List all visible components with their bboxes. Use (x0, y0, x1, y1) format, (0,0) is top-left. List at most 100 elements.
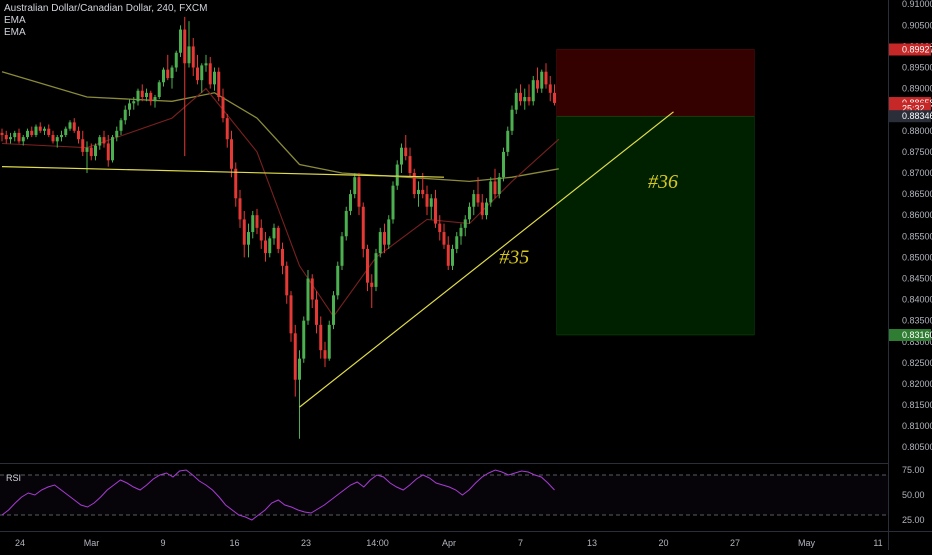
price-tick-label: 0.84000 (902, 295, 932, 305)
candle-body (497, 177, 501, 195)
candle-body (247, 232, 250, 245)
rsi-band (0, 475, 888, 515)
candle-body (361, 206, 365, 249)
candle-body (123, 109, 127, 121)
candle-body (166, 69, 170, 79)
candle-body (17, 132, 21, 142)
candle-body (544, 71, 548, 85)
candle-body (170, 67, 174, 79)
rsi-tick-label: 50.00 (902, 490, 925, 500)
candle-body (281, 248, 284, 266)
candle-body (412, 172, 416, 195)
time-tick-label: 24 (15, 538, 25, 548)
candle-body (531, 80, 535, 102)
price-tag-box (889, 110, 931, 123)
candle-body (4, 135, 8, 140)
price-tag-label: 0.83160 (902, 330, 932, 340)
time-tick-label: 20 (658, 538, 668, 548)
price-tick-label: 0.83500 (902, 316, 932, 326)
candle-body (77, 130, 80, 140)
candle-body (357, 177, 361, 207)
candle-body (208, 63, 212, 85)
price-tick-label: 0.86000 (902, 210, 932, 220)
candle-body (302, 320, 306, 359)
candle-body (366, 248, 369, 283)
candle-body (26, 130, 29, 138)
ema-indicator-label-1[interactable]: EMA (4, 15, 26, 26)
time-tick-label: 23 (301, 538, 311, 548)
candle-body (213, 71, 216, 85)
price-tick-label: 0.87000 (902, 168, 932, 178)
candle-body (353, 177, 357, 195)
candle-body (480, 202, 484, 216)
rsi-tick-label: 75.00 (902, 465, 925, 475)
price-tick-label: 0.89000 (902, 84, 932, 94)
candle-body (68, 122, 72, 129)
candle-body (153, 97, 157, 102)
candle-body (306, 278, 310, 321)
candle-body (408, 156, 412, 173)
candle-body (468, 206, 471, 220)
candle-body (489, 181, 493, 203)
candle-body (506, 130, 510, 152)
candle-body (251, 215, 255, 233)
candle-body (119, 120, 123, 131)
candle-body (102, 137, 106, 144)
stop-loss-zone (556, 49, 755, 117)
candle-body (472, 194, 476, 207)
candle-body (0, 132, 4, 136)
take-profit-zone (556, 115, 755, 336)
candle-body (285, 265, 289, 296)
candle-body (370, 282, 374, 287)
candle-body (327, 324, 331, 359)
rsi-line (1, 469, 555, 521)
candle-body (94, 145, 97, 157)
candle-body (340, 236, 344, 266)
candle-body (332, 295, 335, 325)
candle-body (293, 333, 297, 380)
candle-body (60, 135, 63, 138)
candle-body (115, 130, 119, 138)
candle-body (446, 244, 450, 266)
candle-body (417, 189, 420, 195)
candle-body (493, 181, 497, 195)
candle-body (425, 194, 429, 207)
candle-body (323, 350, 327, 359)
candle-body (55, 137, 59, 142)
price-tag-label: 0.89927 (902, 44, 932, 54)
annotation-label: #36 (648, 171, 678, 193)
candle-body (310, 278, 314, 300)
candle-body (179, 29, 182, 53)
candle-body (463, 219, 467, 228)
candle-body (9, 137, 12, 140)
candle-body (434, 198, 437, 224)
time-tick-label: Mar (84, 538, 100, 548)
time-tick-label: 27 (730, 538, 740, 548)
price-tick-label: 0.90500 (902, 20, 932, 30)
ema-indicator-label-2[interactable]: EMA (4, 27, 26, 38)
candle-body (264, 240, 267, 254)
candle-body (400, 147, 403, 165)
candle-body (523, 97, 527, 102)
candle-body (527, 97, 531, 102)
candle-body (204, 63, 208, 66)
candle-body (344, 210, 348, 237)
time-tick-label: 13 (587, 538, 597, 548)
price-tick-label: 0.81000 (902, 421, 932, 431)
price-tick-label: 0.80500 (902, 442, 932, 452)
time-tick-label: 16 (229, 538, 239, 548)
candle-body (378, 232, 382, 254)
rsi-label[interactable]: RSI (6, 473, 22, 483)
time-tick-label: 14:00 (366, 538, 389, 548)
candle-body (429, 198, 433, 207)
price-tick-label: 0.85000 (902, 252, 932, 262)
candle-body (442, 232, 446, 245)
candle-body (514, 92, 518, 110)
price-tag-box (889, 43, 931, 56)
candle-body (421, 189, 425, 195)
candle-body (459, 227, 463, 237)
symbol-title[interactable]: Australian Dollar/Canadian Dollar, 240, … (4, 3, 208, 14)
candle-body (540, 71, 544, 89)
price-tick-label: 0.86500 (902, 189, 932, 199)
